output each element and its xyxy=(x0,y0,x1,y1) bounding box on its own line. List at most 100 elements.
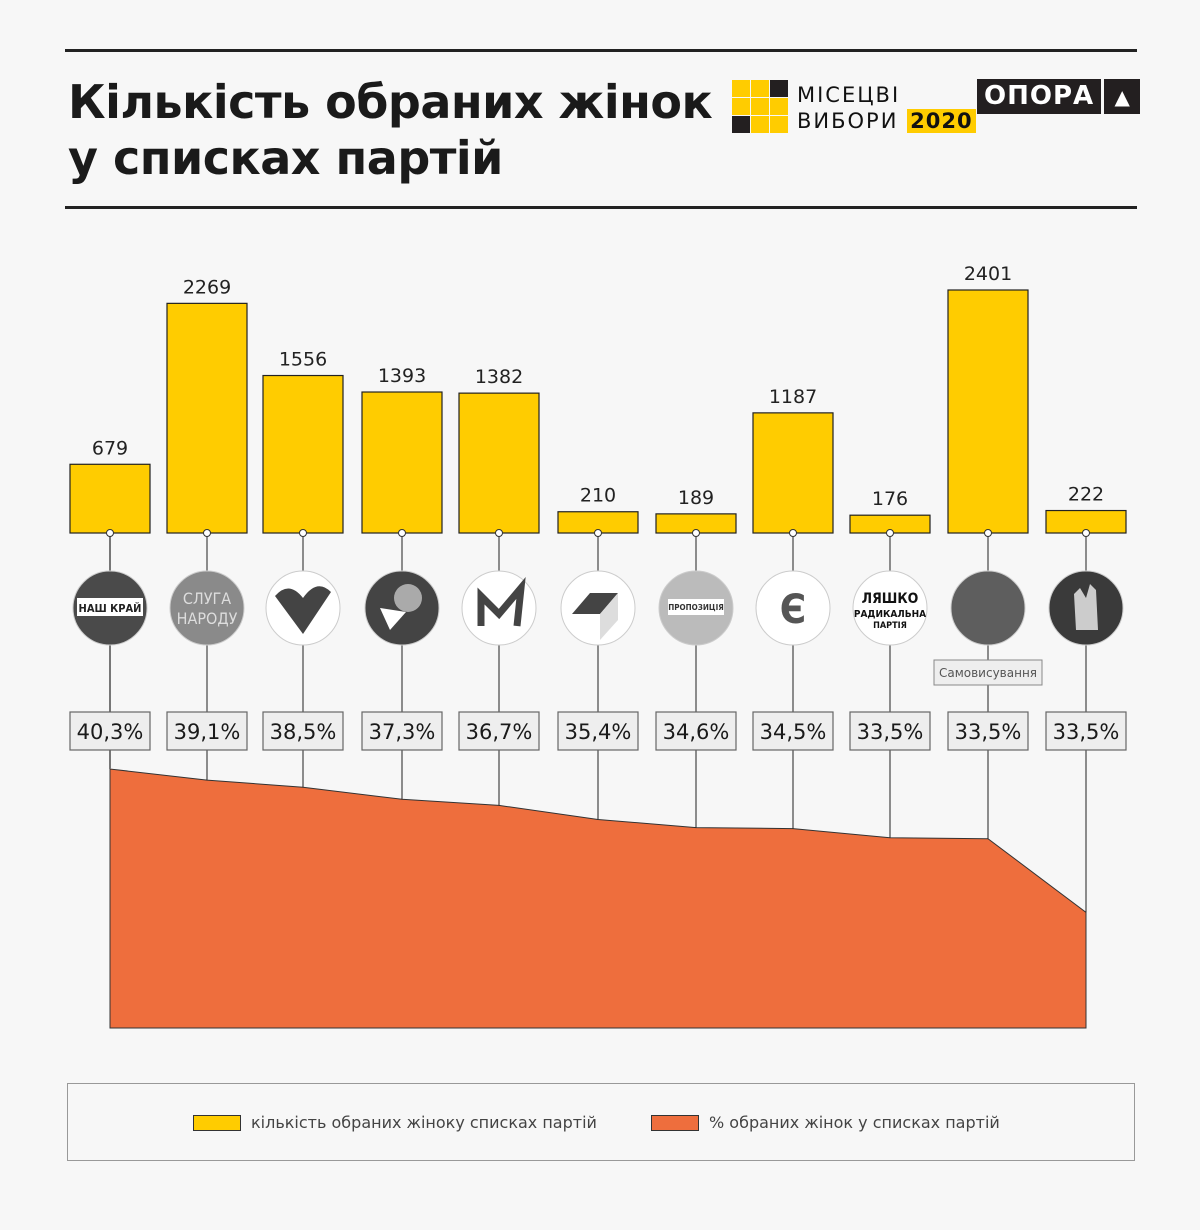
party-logo-8: Є xyxy=(755,570,831,646)
bar-value-label: 1382 xyxy=(475,366,523,388)
percent-label: 36,7% xyxy=(466,720,533,744)
percent-label-box xyxy=(849,711,931,751)
percent-label: 35,4% xyxy=(565,720,632,744)
title-line-2: у списках партій xyxy=(68,131,503,185)
percent-label-box xyxy=(69,711,151,751)
bar-anchor-dot xyxy=(692,529,700,537)
party-logo-1: НАШ КРАЙ xyxy=(72,570,148,646)
bar-anchor-dot xyxy=(789,529,797,537)
bar xyxy=(947,289,1029,534)
percent-label-box xyxy=(752,711,834,751)
title-line-1: Кількість обраних жінок xyxy=(68,75,713,129)
three-fingers-icon xyxy=(1074,584,1098,630)
bar xyxy=(458,392,540,534)
legend-swatch-yellow xyxy=(193,1114,241,1131)
percent-label-box xyxy=(361,711,443,751)
bar-anchor-dot xyxy=(886,529,894,537)
legend-item-bars: кількість обраних жінокy списках партій xyxy=(193,1113,597,1132)
top-rule xyxy=(65,49,1137,52)
bar xyxy=(166,302,248,534)
logo-line-2: ВИБОРИ xyxy=(797,109,899,133)
party-logo-text: ПРОПОЗИЦІЯ xyxy=(668,603,724,612)
bar xyxy=(69,463,151,534)
percent-label-box xyxy=(458,711,540,751)
legend-label-area: % обраних жінок у списках партій xyxy=(709,1113,1000,1132)
party-logo-text: СЛУГА xyxy=(183,589,231,608)
self-nomination-tag xyxy=(933,659,1043,686)
party-logo-text: ЛЯШКО xyxy=(862,591,919,607)
percent-label: 38,5% xyxy=(270,720,337,744)
legend-swatch-orange xyxy=(651,1114,699,1131)
party-logo-text: НАРОДУ xyxy=(177,609,238,628)
percent-label-box xyxy=(655,711,737,751)
bar-anchor-dot xyxy=(1082,529,1090,537)
bar-anchor-dot xyxy=(299,529,307,537)
bar xyxy=(361,391,443,534)
self-nomination-label: Самовисування xyxy=(939,666,1037,680)
cube-side-icon xyxy=(600,593,618,640)
percent-label-box xyxy=(166,711,248,751)
legend: кількість обраних жінокy списках партій … xyxy=(67,1083,1135,1161)
bar-value-label: 210 xyxy=(580,485,616,507)
party-logo-6 xyxy=(560,570,636,646)
bar xyxy=(752,412,834,534)
triangle-icon: ▲ xyxy=(1104,79,1141,114)
logo-year: 2020 xyxy=(907,109,976,133)
party-logo-4 xyxy=(364,570,440,646)
percent-label: 37,3% xyxy=(369,720,436,744)
bar-value-label: 222 xyxy=(1068,484,1104,506)
logo-band xyxy=(668,599,724,615)
percent-area xyxy=(109,768,1087,1029)
party-logo-5 xyxy=(461,570,537,646)
party-logo-circle xyxy=(755,570,831,646)
party-logo-3 xyxy=(265,570,341,646)
bar-value-label: 176 xyxy=(872,488,908,510)
logo-band xyxy=(77,598,143,616)
bar-anchor-dot xyxy=(203,529,211,537)
percent-label: 34,5% xyxy=(760,720,827,744)
bar-value-label: 2269 xyxy=(183,276,231,298)
legend-item-area: % обраних жінок у списках партій xyxy=(651,1113,1000,1132)
percent-label-box xyxy=(557,711,639,751)
opora-logo: ОПОРА ▲ xyxy=(977,79,1141,114)
bar xyxy=(262,374,344,534)
bar-anchor-dot xyxy=(984,529,992,537)
party-logo-10 xyxy=(950,570,1026,646)
party-logo-text: РАДИКАЛЬНА xyxy=(854,609,926,620)
party-logo-text: Є xyxy=(780,587,806,633)
percent-label: 39,1% xyxy=(174,720,241,744)
dove-icon xyxy=(380,608,406,630)
legend-label-bars: кількість обраних жінокy списках партій xyxy=(251,1113,597,1132)
bar-value-label: 1393 xyxy=(378,365,426,387)
party-logo-11 xyxy=(1048,570,1124,646)
percent-label: 33,5% xyxy=(955,720,1022,744)
heart-icon xyxy=(275,586,331,634)
bar-anchor-dot xyxy=(106,529,114,537)
m-check-icon xyxy=(477,577,526,627)
bar-value-label: 679 xyxy=(92,437,128,459)
bar-value-label: 1556 xyxy=(279,349,327,371)
local-elections-logo-grid xyxy=(732,80,788,134)
party-logo-text: ПАРТІЯ xyxy=(873,621,907,631)
percent-label: 33,5% xyxy=(857,720,924,744)
percent-label: 33,5% xyxy=(1053,720,1120,744)
percent-label-box xyxy=(947,711,1029,751)
bar-value-label: 1187 xyxy=(769,386,817,408)
party-logo-circle xyxy=(169,570,245,646)
opora-wordmark: ОПОРА xyxy=(977,79,1102,114)
party-logo-circle xyxy=(852,570,928,646)
bar-value-label: 189 xyxy=(678,487,714,509)
percent-label-box xyxy=(1045,711,1127,751)
bar-value-label: 2401 xyxy=(964,263,1012,285)
sunflower-icon xyxy=(394,584,422,612)
bar-anchor-dot xyxy=(495,529,503,537)
party-logo-text: НАШ КРАЙ xyxy=(79,602,142,615)
party-logo-7: ПРОПОЗИЦІЯ xyxy=(658,570,734,646)
percent-label: 34,6% xyxy=(663,720,730,744)
percent-label: 40,3% xyxy=(77,720,144,744)
bottom-rule xyxy=(65,206,1137,209)
